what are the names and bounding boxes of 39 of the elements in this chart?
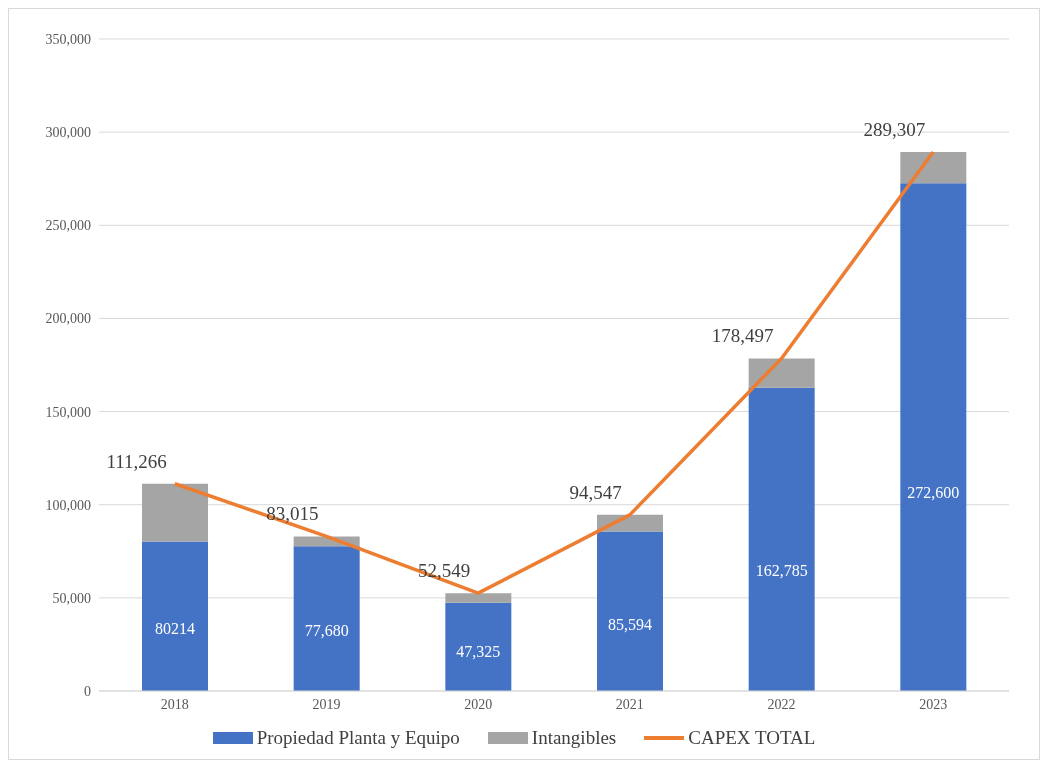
x-tick-label: 2019 (312, 696, 341, 712)
bar (748, 358, 815, 388)
bar (142, 483, 208, 542)
y-tick-label: 200,000 (45, 311, 91, 327)
bar (900, 183, 967, 691)
y-tick-label: 150,000 (45, 404, 91, 420)
y-tick-label: 50,000 (52, 590, 91, 606)
y-tick-label: 350,000 (45, 31, 91, 47)
data-label: 272,600 (907, 484, 960, 502)
bar (142, 541, 208, 691)
data-label: 178,497 (711, 325, 774, 347)
legend-label: Intangibles (531, 727, 617, 749)
x-tick-label: 2023 (919, 696, 948, 712)
x-tick-label: 2021 (615, 696, 644, 712)
data-label: 52,549 (417, 560, 471, 582)
bar (293, 546, 360, 691)
bar (900, 152, 967, 184)
bar (748, 387, 815, 691)
bar (597, 531, 663, 691)
y-tick-label: 100,000 (45, 497, 91, 513)
legend-label: Propiedad Planta y Equipo (256, 727, 460, 749)
data-label: 289,307 (863, 119, 926, 141)
x-tick-label: 2022 (767, 696, 796, 712)
bar (445, 593, 512, 603)
x-tick-label: 2018 (160, 696, 189, 712)
data-label: 47,325 (456, 643, 501, 661)
data-label: 94,547 (569, 481, 622, 503)
data-label: 85,594 (608, 616, 652, 634)
y-tick-label: 0 (84, 683, 91, 699)
bar (445, 602, 512, 691)
legend-label: CAPEX TOTAL (688, 727, 816, 749)
y-tick-label: 300,000 (45, 125, 91, 141)
data-label: 77,680 (304, 622, 349, 640)
data-label: 111,266 (106, 450, 167, 472)
data-label: 162,785 (755, 561, 808, 579)
x-tick-label: 2020 (464, 696, 493, 712)
data-label: 80214 (155, 620, 195, 638)
data-label: 83,015 (266, 503, 319, 525)
y-tick-label: 250,000 (45, 218, 91, 234)
